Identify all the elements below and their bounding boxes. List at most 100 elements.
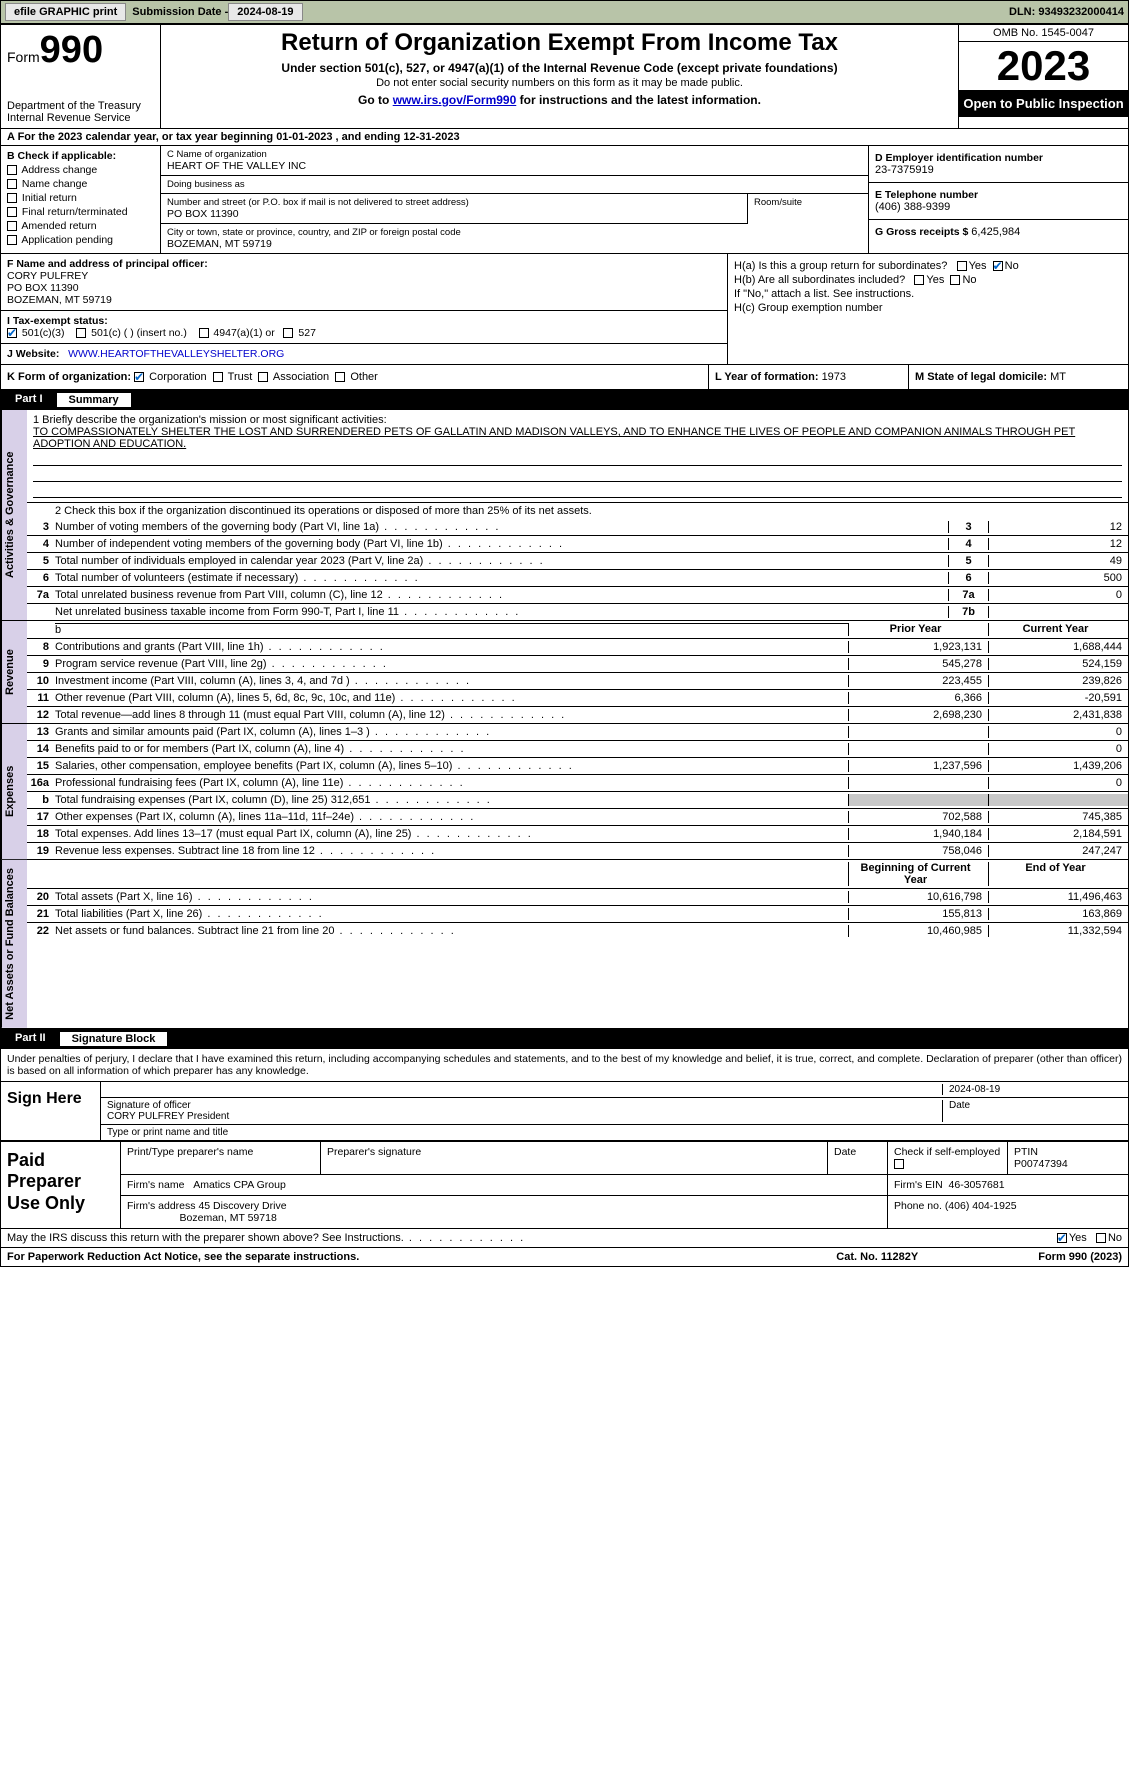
org-name: HEART OF THE VALLEY INC: [167, 160, 862, 172]
checkbox-other[interactable]: [335, 372, 345, 382]
section-f-h-i-j: F Name and address of principal officer:…: [1, 254, 1128, 365]
omb-number: OMB No. 1545-0047: [959, 25, 1128, 42]
street-address: PO BOX 11390: [167, 208, 741, 220]
section-b-to-g: B Check if applicable: Address change Na…: [1, 146, 1128, 254]
summary-row: bTotal fundraising expenses (Part IX, co…: [27, 792, 1128, 809]
checkbox-501c[interactable]: [76, 328, 86, 338]
firm-address: 45 Discovery Drive: [198, 1200, 286, 1212]
ssn-warning: Do not enter social security numbers on …: [169, 77, 950, 89]
discuss-row: May the IRS discuss this return with the…: [1, 1229, 1128, 1247]
summary-row: 13Grants and similar amounts paid (Part …: [27, 724, 1128, 741]
summary-row: 14Benefits paid to or for members (Part …: [27, 741, 1128, 758]
sign-here-label: Sign Here: [1, 1082, 101, 1140]
paid-preparer-block: Paid Preparer Use Only Print/Type prepar…: [1, 1142, 1128, 1229]
summary-row: 20Total assets (Part X, line 16)10,616,7…: [27, 889, 1128, 906]
summary-row: 5Total number of individuals employed in…: [27, 553, 1128, 570]
form-header: Form990 Department of the Treasury Inter…: [1, 25, 1128, 129]
website-link[interactable]: WWW.HEARTOFTHEVALLEYSHELTER.ORG: [68, 348, 284, 360]
room-suite: Room/suite: [748, 194, 868, 224]
summary-row: 12Total revenue—add lines 8 through 11 (…: [27, 707, 1128, 723]
officer-signature: CORY PULFREY President: [107, 1111, 942, 1122]
dln: DLN: 93493232000414: [1009, 6, 1124, 18]
efile-button[interactable]: efile GRAPHIC print: [5, 3, 126, 21]
irs-link[interactable]: www.irs.gov/Form990: [393, 93, 517, 107]
box-b: B Check if applicable: Address change Na…: [1, 146, 161, 253]
box-c: C Name of organization HEART OF THE VALL…: [161, 146, 868, 253]
form-title: Return of Organization Exempt From Incom…: [169, 29, 950, 57]
box-j: J Website: WWW.HEARTOFTHEVALLEYSHELTER.O…: [1, 344, 727, 364]
tab-governance: Activities & Governance: [1, 410, 27, 620]
summary-row: Net unrelated business taxable income fr…: [27, 604, 1128, 620]
checkbox-hb-yes[interactable]: [914, 275, 924, 285]
tab-expenses: Expenses: [1, 724, 27, 859]
dept-treasury: Department of the Treasury: [7, 100, 154, 112]
summary-row: 16aProfessional fundraising fees (Part I…: [27, 775, 1128, 792]
tab-revenue: Revenue: [1, 621, 27, 723]
revenue-block: Revenue b Prior Year Current Year 8Contr…: [1, 621, 1128, 724]
checkbox-501c3[interactable]: [7, 328, 17, 338]
checkbox-ha-yes[interactable]: [957, 261, 967, 271]
submission-date: 2024-08-19: [228, 3, 302, 21]
summary-row: 4Number of independent voting members of…: [27, 536, 1128, 553]
expenses-block: Expenses 13Grants and similar amounts pa…: [1, 724, 1128, 860]
checkbox-trust[interactable]: [213, 372, 223, 382]
firm-name: Amatics CPA Group: [193, 1179, 286, 1191]
summary-row: 3Number of voting members of the governi…: [27, 519, 1128, 536]
checkbox-final-return[interactable]: [7, 207, 17, 217]
part-1-header: Part I Summary: [1, 390, 1128, 410]
submission-date-label: Submission Date -: [132, 6, 228, 18]
checkbox-amended[interactable]: [7, 221, 17, 231]
summary-row: 10Investment income (Part VIII, column (…: [27, 673, 1128, 690]
checkbox-app-pending[interactable]: [7, 235, 17, 245]
checkbox-initial-return[interactable]: [7, 193, 17, 203]
summary-row: 19Revenue less expenses. Subtract line 1…: [27, 843, 1128, 859]
box-m: M State of legal domicile: MT: [908, 365, 1128, 389]
summary-row: 7aTotal unrelated business revenue from …: [27, 587, 1128, 604]
checkbox-address-change[interactable]: [7, 165, 17, 175]
box-f: F Name and address of principal officer:…: [1, 254, 727, 311]
checkbox-discuss-yes[interactable]: [1057, 1233, 1067, 1243]
checkbox-527[interactable]: [283, 328, 293, 338]
part-2-header: Part II Signature Block: [1, 1029, 1128, 1049]
section-k-l-m: K Form of organization: Corporation Trus…: [1, 365, 1128, 390]
officer-name: CORY PULFREY: [7, 270, 721, 282]
summary-row: 21Total liabilities (Part X, line 26)155…: [27, 906, 1128, 923]
summary-row: 17Other expenses (Part IX, column (A), l…: [27, 809, 1128, 826]
open-to-public: Open to Public Inspection: [959, 90, 1128, 117]
form-number: 990: [40, 29, 103, 71]
goto-line: Go to www.irs.gov/Form990 for instructio…: [169, 93, 950, 107]
checkbox-assoc[interactable]: [258, 372, 268, 382]
box-h: H(a) Is this a group return for subordin…: [728, 254, 1128, 364]
firm-phone: (406) 404-1925: [945, 1200, 1017, 1212]
top-bar: efile GRAPHIC print Submission Date - 20…: [0, 0, 1129, 24]
firm-ein: 46-3057681: [949, 1179, 1005, 1191]
governance-block: Activities & Governance 1 Briefly descri…: [1, 410, 1128, 621]
revenue-header: b Prior Year Current Year: [27, 621, 1128, 639]
city-state-zip: BOZEMAN, MT 59719: [167, 238, 862, 250]
checkbox-name-change[interactable]: [7, 179, 17, 189]
sign-date: 2024-08-19: [942, 1084, 1122, 1095]
header-right: OMB No. 1545-0047 2023 Open to Public In…: [958, 25, 1128, 128]
checkbox-self-employed[interactable]: [894, 1159, 904, 1169]
tax-year: 2023: [959, 42, 1128, 90]
summary-row: 8Contributions and grants (Part VIII, li…: [27, 639, 1128, 656]
summary-row: 22Net assets or fund balances. Subtract …: [27, 923, 1128, 939]
checkbox-ha-no[interactable]: [993, 261, 1003, 271]
summary-row: 6Total number of volunteers (estimate if…: [27, 570, 1128, 587]
mission-block: 1 Briefly describe the organization's mi…: [27, 410, 1128, 503]
paid-preparer-label: Paid Preparer Use Only: [1, 1142, 121, 1228]
form-subtitle: Under section 501(c), 527, or 4947(a)(1)…: [169, 61, 950, 75]
checkbox-4947[interactable]: [199, 328, 209, 338]
checkbox-corp[interactable]: [134, 372, 144, 382]
form-990: Form990 Department of the Treasury Inter…: [0, 24, 1129, 1267]
row-a-tax-year: A For the 2023 calendar year, or tax yea…: [1, 129, 1128, 146]
perjury-statement: Under penalties of perjury, I declare th…: [1, 1049, 1128, 1082]
checkbox-hb-no[interactable]: [950, 275, 960, 285]
summary-row: 15Salaries, other compensation, employee…: [27, 758, 1128, 775]
summary-row: 18Total expenses. Add lines 13–17 (must …: [27, 826, 1128, 843]
sign-here-block: Sign Here 2024-08-19 Signature of office…: [1, 1082, 1128, 1142]
mission-text: TO COMPASSIONATELY SHELTER THE LOST AND …: [33, 426, 1122, 450]
checkbox-discuss-no[interactable]: [1096, 1233, 1106, 1243]
tab-netassets: Net Assets or Fund Balances: [1, 860, 27, 1028]
header-left: Form990 Department of the Treasury Inter…: [1, 25, 161, 128]
